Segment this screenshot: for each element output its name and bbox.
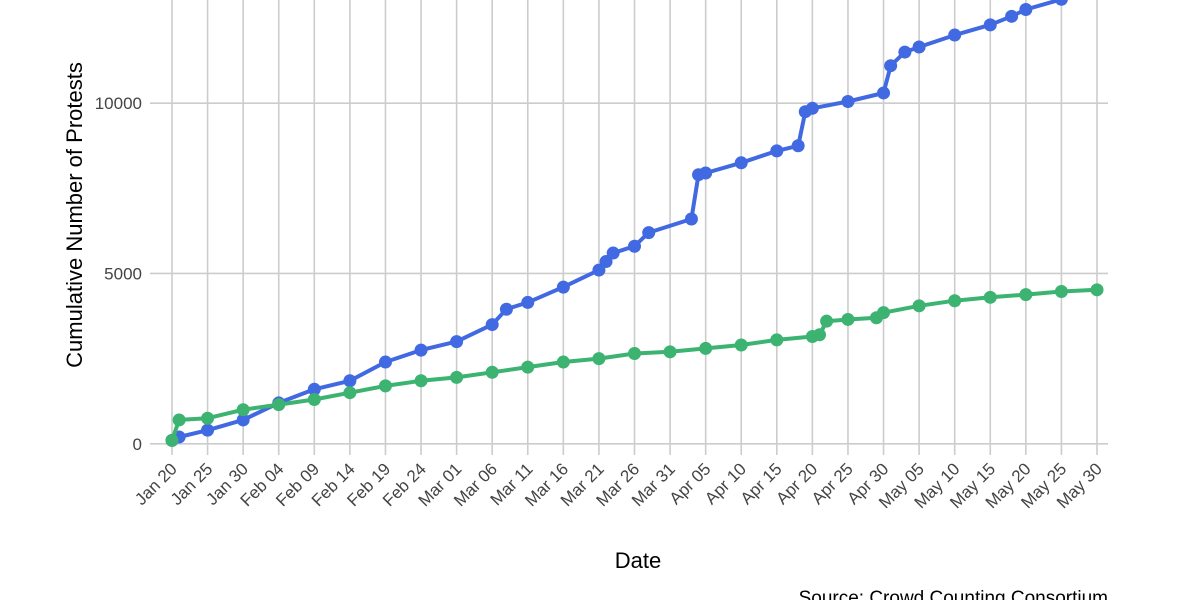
data-point — [165, 433, 179, 447]
data-point — [770, 333, 784, 347]
data-point — [734, 338, 748, 352]
data-point — [606, 246, 620, 260]
data-point — [1005, 9, 1019, 23]
data-point — [599, 255, 613, 269]
data-point — [948, 28, 962, 42]
data-point — [521, 295, 535, 309]
data-point — [307, 393, 321, 407]
data-point — [201, 423, 215, 437]
data-point — [820, 314, 834, 328]
data-point — [1054, 0, 1068, 6]
data-point — [948, 294, 962, 308]
data-point — [841, 312, 855, 326]
data-point — [378, 379, 392, 393]
data-point — [805, 101, 819, 115]
data-point — [699, 166, 713, 180]
data-point — [642, 226, 656, 240]
data-point — [236, 403, 250, 417]
data-point — [378, 355, 392, 369]
data-point — [592, 263, 606, 277]
data-point — [556, 355, 570, 369]
data-point — [201, 411, 215, 425]
data-point — [236, 413, 250, 427]
data-point — [499, 302, 513, 316]
x-axis-title: Date — [615, 548, 661, 573]
grid — [150, 0, 1108, 455]
data-point — [1019, 3, 1033, 17]
data-point — [884, 59, 898, 73]
data-point — [813, 328, 826, 342]
data-point — [343, 374, 357, 388]
data-point — [877, 306, 891, 320]
data-point — [1090, 283, 1104, 297]
y-axis-title: Cumulative Number of Protests — [62, 62, 87, 368]
data-point — [791, 139, 805, 153]
data-point — [983, 18, 997, 32]
data-point — [485, 318, 499, 332]
data-point — [663, 345, 677, 359]
data-point — [556, 280, 570, 294]
data-point — [485, 365, 499, 379]
y-tick-label: 5000 — [104, 264, 142, 283]
data-point — [172, 413, 186, 427]
data-point — [272, 398, 286, 412]
y-tick-label: 10000 — [95, 94, 142, 113]
data-point — [450, 335, 464, 349]
data-point — [343, 386, 357, 400]
y-tick-label: 0 — [133, 435, 142, 454]
data-point — [521, 360, 535, 374]
plot-area — [165, 0, 1104, 447]
data-point — [1019, 288, 1033, 302]
data-point — [983, 290, 997, 304]
data-point — [628, 239, 641, 253]
data-point — [450, 370, 464, 384]
data-point — [414, 343, 428, 357]
data-point — [734, 156, 748, 170]
data-point — [841, 94, 855, 108]
data-point — [592, 352, 606, 366]
data-point — [898, 45, 912, 59]
data-point — [699, 341, 713, 355]
data-point — [770, 144, 784, 158]
caption: Source: Crowd Counting Consortium — [799, 588, 1108, 600]
data-point — [912, 40, 926, 54]
data-point — [628, 347, 641, 361]
data-point — [877, 86, 891, 100]
data-point — [912, 299, 926, 313]
data-point — [307, 382, 321, 396]
data-point — [684, 212, 698, 226]
data-point — [414, 374, 428, 388]
data-point — [1054, 285, 1068, 299]
